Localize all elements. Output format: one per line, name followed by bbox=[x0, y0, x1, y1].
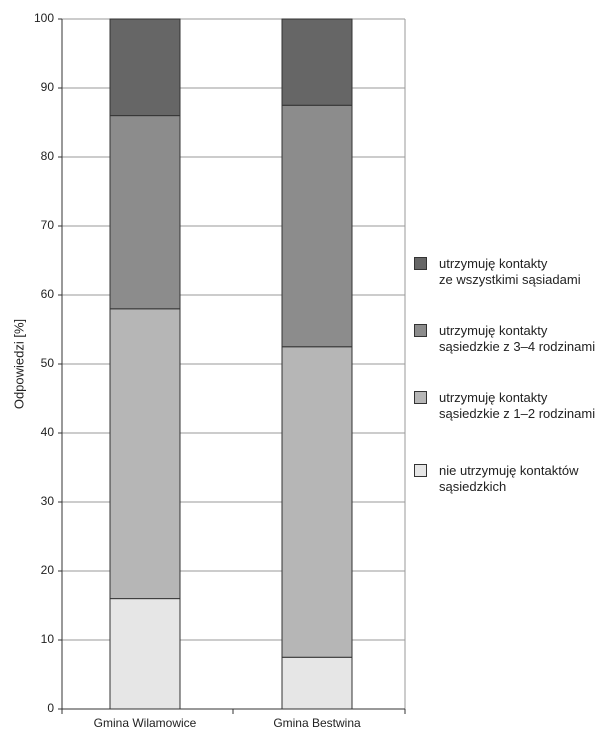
legend-label-line: ze wszystkimi sąsiadami bbox=[439, 272, 581, 287]
legend-label-line: utrzymuję kontakty bbox=[439, 323, 548, 338]
legend-item-1-2-families: utrzymuję kontakty sąsiedzkie z 1–2 rodz… bbox=[414, 390, 604, 422]
y-tick-label: 30 bbox=[41, 494, 55, 508]
legend-label-line: sąsiedzkie z 1–2 rodzinami bbox=[439, 406, 596, 421]
legend-label-line: sąsiedzkie z 3–4 rodzinami bbox=[439, 339, 596, 354]
y-tick-label: 100 bbox=[34, 11, 54, 25]
x-category-labels: Gmina Wilamowice Gmina Bestwina bbox=[94, 716, 361, 730]
y-tick-label: 40 bbox=[41, 425, 55, 439]
legend-label-line: sąsiedzkich bbox=[439, 479, 507, 494]
y-axis-label: Odpowiedzi [%] bbox=[11, 319, 26, 409]
legend-swatch bbox=[414, 324, 427, 337]
bars bbox=[109, 18, 353, 710]
legend-swatch bbox=[414, 257, 427, 270]
bar-segment bbox=[109, 308, 181, 600]
y-tick-labels: 0 10 20 30 40 50 60 70 80 90 100 bbox=[34, 11, 54, 715]
legend-label-line: nie utrzymuję kontaktów bbox=[439, 463, 579, 478]
y-tick-label: 60 bbox=[41, 287, 55, 301]
axes bbox=[58, 18, 406, 714]
legend-swatch bbox=[414, 464, 427, 477]
legend-label-line: utrzymuję kontakty bbox=[439, 390, 548, 405]
bar-segment bbox=[109, 18, 181, 117]
bar-segment bbox=[109, 598, 181, 710]
y-tick-label: 80 bbox=[41, 149, 55, 163]
legend-swatch bbox=[414, 391, 427, 404]
legend-item-all-neighbours: utrzymuję kontakty ze wszystkimi sąsiada… bbox=[414, 256, 604, 288]
x-category-label: Gmina Wilamowice bbox=[94, 716, 197, 730]
legend-item-3-4-families: utrzymuję kontakty sąsiedzkie z 3–4 rodz… bbox=[414, 323, 604, 355]
bar-segment bbox=[281, 104, 353, 348]
bar-segment bbox=[281, 18, 353, 106]
y-tick-label: 0 bbox=[47, 701, 54, 715]
bar-segment bbox=[281, 346, 353, 658]
legend-label-line: utrzymuję kontakty bbox=[439, 256, 548, 271]
bar-segment bbox=[109, 115, 181, 310]
y-tick-label: 20 bbox=[41, 563, 55, 577]
y-tick-label: 10 bbox=[41, 632, 55, 646]
bar-segment bbox=[281, 656, 353, 710]
y-tick-label: 90 bbox=[41, 80, 55, 94]
y-tick-label: 50 bbox=[41, 356, 55, 370]
y-tick-label: 70 bbox=[41, 218, 55, 232]
legend-item-no-contacts: nie utrzymuję kontaktów sąsiedzkich bbox=[414, 463, 604, 495]
x-category-label: Gmina Bestwina bbox=[273, 716, 361, 730]
